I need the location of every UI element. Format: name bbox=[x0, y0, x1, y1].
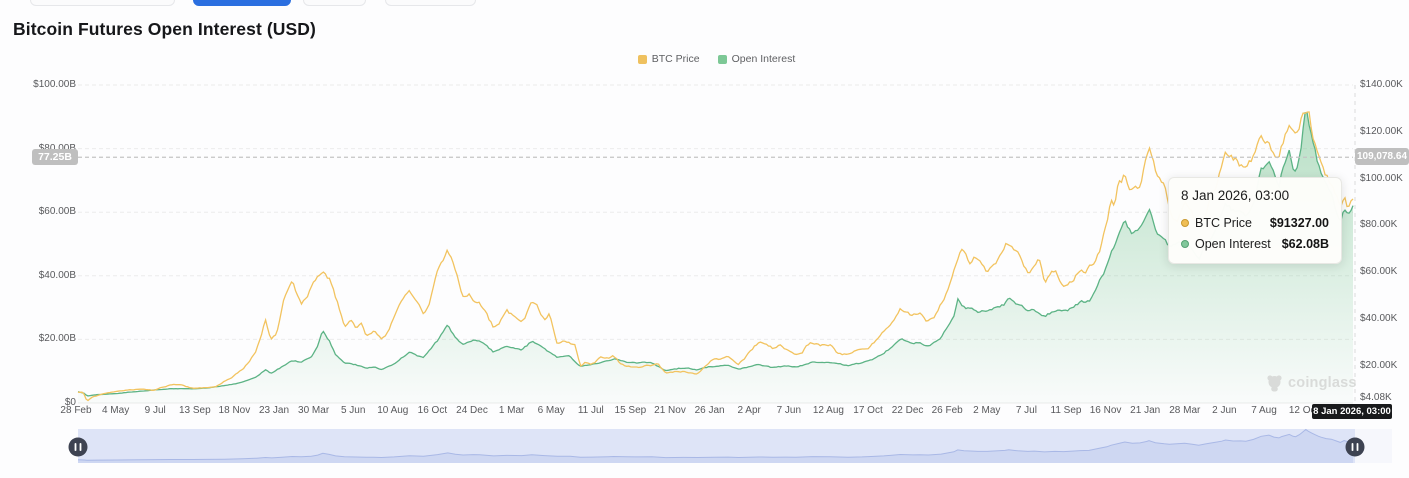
coinglass-bear-icon bbox=[1267, 375, 1282, 392]
x-tick-label: 21 Nov bbox=[654, 405, 686, 416]
x-tick-label: 28 Mar bbox=[1169, 405, 1201, 416]
y-right-label: $100.00K bbox=[1360, 172, 1403, 184]
btc-price-line bbox=[77, 111, 1354, 402]
x-tick-label: 10 Aug bbox=[377, 405, 409, 416]
chart-legend: BTC Price Open Interest bbox=[78, 53, 1355, 65]
x-tick-label: 23 Jan bbox=[258, 405, 290, 416]
y-right-label: $20.00K bbox=[1360, 359, 1398, 371]
tooltip-row: BTC Price $91327.00 bbox=[1181, 212, 1329, 233]
x-tick-label: 24 Dec bbox=[456, 405, 488, 416]
y-right-label: $4.08K bbox=[1360, 392, 1392, 403]
y-left-label: $20.00B bbox=[38, 333, 76, 345]
x-tick-label: 16 Oct bbox=[417, 405, 448, 416]
x-tick-label: 21 Jan bbox=[1130, 405, 1161, 416]
x-tick-label: 12 Aug bbox=[812, 405, 844, 416]
series-layer bbox=[77, 111, 1354, 404]
legend-label: Open Interest bbox=[731, 53, 796, 65]
navigator-handle-left[interactable] bbox=[68, 437, 88, 457]
page-title: Bitcoin Futures Open Interest (USD) bbox=[13, 19, 316, 39]
x-tick-label: 6 May bbox=[537, 405, 565, 416]
y-right-label: $120.00K bbox=[1360, 125, 1403, 137]
legend-label: BTC Price bbox=[651, 53, 700, 65]
legend-item-open-interest[interactable]: Open Interest bbox=[717, 53, 796, 65]
y-right-label: $140.00K bbox=[1360, 79, 1403, 90]
x-tick-label: 2 Jun bbox=[1212, 405, 1237, 416]
y-left-label: $100.00B bbox=[33, 79, 76, 90]
tooltip-row: Open Interest $62.08B bbox=[1181, 233, 1329, 254]
navigator-handle-right[interactable] bbox=[1345, 437, 1365, 457]
legend-item-btc-price[interactable]: BTC Price bbox=[637, 53, 700, 65]
oi-last-value-badge: 77.25B bbox=[32, 149, 78, 165]
crosshair-date-badge: 8 Jan 2026, 03:00 bbox=[1312, 404, 1392, 419]
y-left-label: $40.00B bbox=[38, 269, 76, 281]
x-tick-label: 13 Sep bbox=[178, 405, 211, 416]
x-tick-label: 15 Sep bbox=[614, 405, 647, 416]
x-tick-label: 1 Mar bbox=[498, 405, 525, 416]
x-tick-label: 7 Aug bbox=[1251, 405, 1277, 416]
watermark: coinglass bbox=[1266, 374, 1357, 392]
watermark-text: coinglass bbox=[1288, 375, 1357, 391]
tooltip-series-label: BTC Price bbox=[1195, 215, 1252, 230]
x-tick-label: 4 May bbox=[101, 405, 130, 416]
x-tick-label: 12 Oct bbox=[1288, 405, 1319, 416]
x-tick-label: 11 Sep bbox=[1050, 405, 1082, 416]
tooltip-series-dot-icon bbox=[1181, 218, 1189, 227]
y-left-label: $0 bbox=[64, 397, 76, 408]
x-tick-label: 7 Jul bbox=[1015, 405, 1037, 416]
x-tick-label: 2 Apr bbox=[737, 405, 761, 416]
x-tick-label: 18 Nov bbox=[218, 405, 251, 416]
price-last-value-badge: 109,078.64 bbox=[1355, 148, 1409, 165]
legend-swatch-icon bbox=[717, 54, 727, 64]
x-tick-label: 26 Feb bbox=[931, 405, 963, 416]
tooltip-series-value: $91327.00 bbox=[1269, 215, 1329, 230]
y-left-label: $80.00B bbox=[18, 143, 76, 154]
tooltip-series-value: $62.08B bbox=[1281, 236, 1329, 251]
chart-tooltip: 8 Jan 2026, 03:00 BTC Price $91327.00 Open… bbox=[1168, 177, 1342, 264]
x-tick-label: 2 May bbox=[973, 405, 1001, 416]
x-tick-label: 17 Oct bbox=[853, 405, 883, 416]
open-interest-area bbox=[78, 112, 1353, 404]
tooltip-series-dot-icon bbox=[1181, 239, 1189, 248]
tooltip-series-label: Open Interest bbox=[1195, 236, 1271, 251]
y-right-label: $40.00K bbox=[1360, 312, 1398, 324]
x-tick-label: 30 Mar bbox=[298, 405, 330, 416]
x-tick-label: 5 Jun bbox=[340, 405, 366, 416]
x-tick-label: 11 Jul bbox=[577, 405, 604, 416]
x-tick-label: 26 Jan bbox=[694, 405, 725, 416]
y-right-label: $60.00K bbox=[1360, 266, 1398, 278]
x-tick-label: 16 Nov bbox=[1089, 405, 1122, 416]
y-right-label: $80.00K bbox=[1360, 219, 1398, 231]
x-tick-label: 28 Feb bbox=[60, 405, 92, 416]
y-left-label: $60.00B bbox=[38, 206, 76, 218]
legend-swatch-icon bbox=[637, 54, 647, 64]
tooltip-title: 8 Jan 2026, 03:00 bbox=[1181, 188, 1290, 203]
open-interest-line bbox=[77, 112, 1354, 397]
x-tick-label: 9 Jul bbox=[144, 405, 166, 416]
navigator[interactable] bbox=[68, 428, 1393, 463]
x-tick-label: 22 Dec bbox=[891, 405, 924, 416]
x-tick-label: 7 Jun bbox=[776, 405, 802, 416]
